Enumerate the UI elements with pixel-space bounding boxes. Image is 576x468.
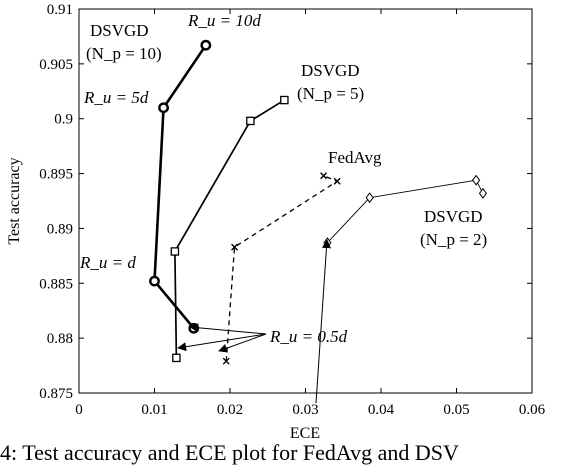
x-tick-label: 0.01 bbox=[141, 402, 167, 418]
annotation-ru-d: R_u = d bbox=[79, 253, 136, 272]
y-tick-labels: 0.875 0.88 0.885 0.89 0.895 0.9 0.905 0.91 bbox=[39, 2, 73, 402]
data-point-x bbox=[320, 172, 328, 180]
annotation-dsvgd-np10-sub: (N_p = 10) bbox=[86, 44, 162, 63]
annotation-arrows bbox=[177, 239, 331, 404]
data-point-square bbox=[172, 353, 181, 363]
y-axis-label: Test accuracy bbox=[6, 157, 23, 244]
ticks-group bbox=[78, 8, 533, 394]
x-axis-label: ECE bbox=[290, 425, 320, 440]
annotation-dsvgd-np2-sub: (N_p = 2) bbox=[420, 230, 487, 249]
data-point-diamond bbox=[365, 192, 374, 204]
x-tick-labels: 0 0.01 0.02 0.03 0.04 0.05 0.06 bbox=[75, 402, 545, 418]
arrow-to-np2-point bbox=[315, 239, 331, 404]
data-point-square bbox=[280, 95, 289, 105]
y-tick-label: 0.885 bbox=[39, 276, 73, 292]
x-tick-label: 0.03 bbox=[292, 402, 318, 418]
arrow-to-np10-point bbox=[189, 323, 267, 335]
x-tick-label: 0.04 bbox=[368, 402, 395, 418]
series-line-0 bbox=[153, 44, 207, 330]
data-point-square bbox=[246, 116, 255, 126]
arrow-to-fedavg-point bbox=[218, 333, 267, 353]
annotation-dsvgd-np2: DSVGD bbox=[424, 207, 483, 226]
annotation-dsvgd-np10: DSVGD bbox=[90, 21, 149, 40]
data-point-circle bbox=[158, 102, 169, 114]
annotation-ru-05d: R_u = 0.5d bbox=[269, 327, 348, 346]
x-tick-label: 0.02 bbox=[217, 402, 243, 418]
figure-caption: 4: Test accuracy and ECE plot for FedAvg… bbox=[0, 440, 459, 465]
series-line-1 bbox=[174, 99, 285, 358]
annotation-ru-10d: R_u = 10d bbox=[187, 11, 261, 30]
data-point-x bbox=[222, 357, 230, 365]
y-tick-label: 0.875 bbox=[39, 386, 73, 402]
data-point-x bbox=[231, 243, 239, 251]
data-point-circle bbox=[149, 275, 160, 287]
data-point-diamond bbox=[472, 174, 481, 186]
annotation-dsvgd-np5: DSVGD bbox=[301, 61, 360, 80]
annotation-fedavg: FedAvg bbox=[328, 148, 382, 167]
y-tick-label: 0.9 bbox=[54, 112, 73, 128]
series-lines bbox=[153, 44, 484, 362]
chart: 0 0.01 0.02 0.03 0.04 0.05 0.06 0.875 0.88 0.885… bbox=[6, 2, 546, 440]
data-point-x bbox=[333, 177, 341, 185]
data-point-circle bbox=[200, 39, 212, 51]
series-line-3 bbox=[225, 175, 338, 362]
annotation-ru-5d: R_u = 5d bbox=[83, 88, 149, 107]
arrow-to-np5-point bbox=[177, 333, 267, 352]
data-point-diamond bbox=[478, 187, 488, 199]
y-tick-label: 0.88 bbox=[47, 331, 73, 347]
x-tick-label: 0 bbox=[75, 402, 83, 418]
x-tick-label: 0.06 bbox=[519, 402, 546, 418]
data-point-square bbox=[170, 247, 180, 256]
y-tick-label: 0.905 bbox=[39, 57, 73, 73]
annotation-dsvgd-np5-sub: (N_p = 5) bbox=[297, 84, 364, 103]
y-tick-label: 0.89 bbox=[47, 221, 73, 237]
y-tick-label: 0.91 bbox=[47, 2, 73, 18]
data-point-circle bbox=[188, 322, 200, 334]
x-tick-label: 0.05 bbox=[443, 402, 469, 418]
series-line-2 bbox=[327, 179, 484, 243]
y-tick-label: 0.895 bbox=[39, 167, 73, 183]
